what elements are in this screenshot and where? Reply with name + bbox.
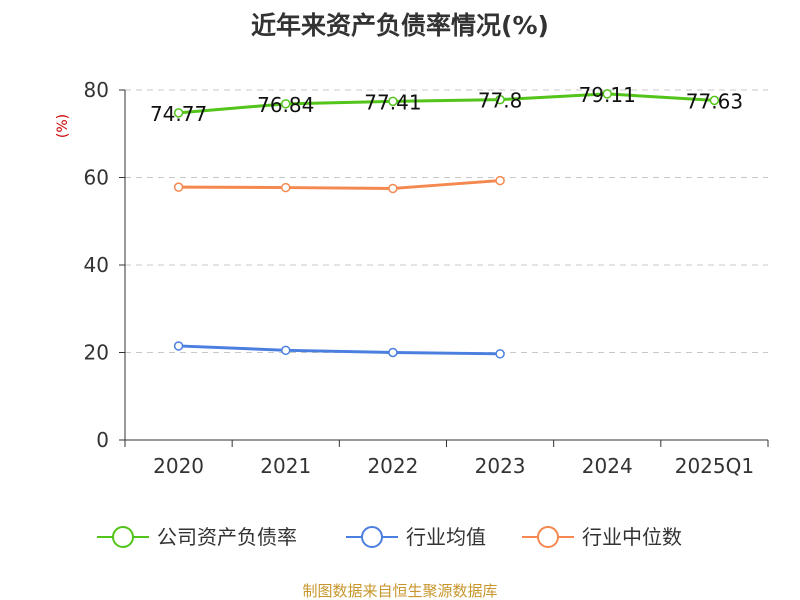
x-tick-label: 2023 [475,454,526,478]
data-label: 77.41 [364,90,421,114]
data-label: 79.11 [579,83,636,107]
data-label: 74.77 [150,102,207,126]
data-point[interactable] [602,89,612,99]
data-point[interactable] [173,108,184,118]
data-point[interactable] [281,99,291,109]
legend[interactable]: 公司资产负债率 行业均值 行业中位数 [97,525,682,549]
x-tick-label: 2020 [153,454,204,478]
axes: 0 20 40 60 80 2020 2021 2022 2023 2024 2025Q1 [84,78,769,478]
series-line [178,92,715,115]
data-point[interactable] [388,347,398,358]
x-tick-label: 2021 [260,454,311,478]
legend-swatch-marker [361,526,383,548]
x-tick-label: 2022 [367,454,418,478]
data-point[interactable] [495,175,505,186]
data-label: 77.8 [478,89,523,113]
series-line [178,344,501,356]
legend-item[interactable]: 行业中位数 [522,525,682,549]
gridlines [125,89,768,353]
y-tick-label: 0 [96,428,109,452]
series-1 [173,341,505,359]
legend-item[interactable]: 公司资产负债率 [97,525,297,549]
data-label: 77.63 [686,89,743,113]
y-axis-unit: (%) [55,114,71,138]
data-point[interactable] [709,95,720,106]
legend-label: 公司资产负债率 [157,525,297,549]
x-tick-label: 2024 [582,454,633,478]
legend-item[interactable]: 行业均值 [346,525,486,549]
data-labels: 74.77 76.84 77.41 77.8 79.11 77.63 [150,83,743,126]
legend-swatch-marker [537,526,559,548]
data-label: 76.84 [257,93,314,117]
series-2 [173,175,505,194]
series-lines [173,89,720,359]
y-tick-label: 80 [84,78,109,102]
series-line [178,179,501,190]
y-tick-label: 20 [84,341,109,365]
source-note: 制图数据来自恒生聚源数据库 [302,582,497,600]
legend-swatch-marker [112,526,134,548]
y-tick-label: 60 [84,166,109,190]
data-point[interactable] [495,94,505,105]
data-point[interactable] [495,349,505,359]
data-point[interactable] [388,183,398,194]
y-tick-label: 40 [84,253,109,277]
series-0 [173,89,720,118]
data-point[interactable] [173,341,184,351]
data-point[interactable] [173,182,184,192]
legend-label: 行业均值 [406,525,486,549]
data-point[interactable] [281,345,291,356]
chart-title: 近年来资产负债率情况(%) [251,11,549,40]
legend-label: 行业中位数 [582,525,682,549]
x-tick-label: 2025Q1 [675,454,754,478]
data-point[interactable] [388,96,398,107]
data-point[interactable] [281,182,291,193]
